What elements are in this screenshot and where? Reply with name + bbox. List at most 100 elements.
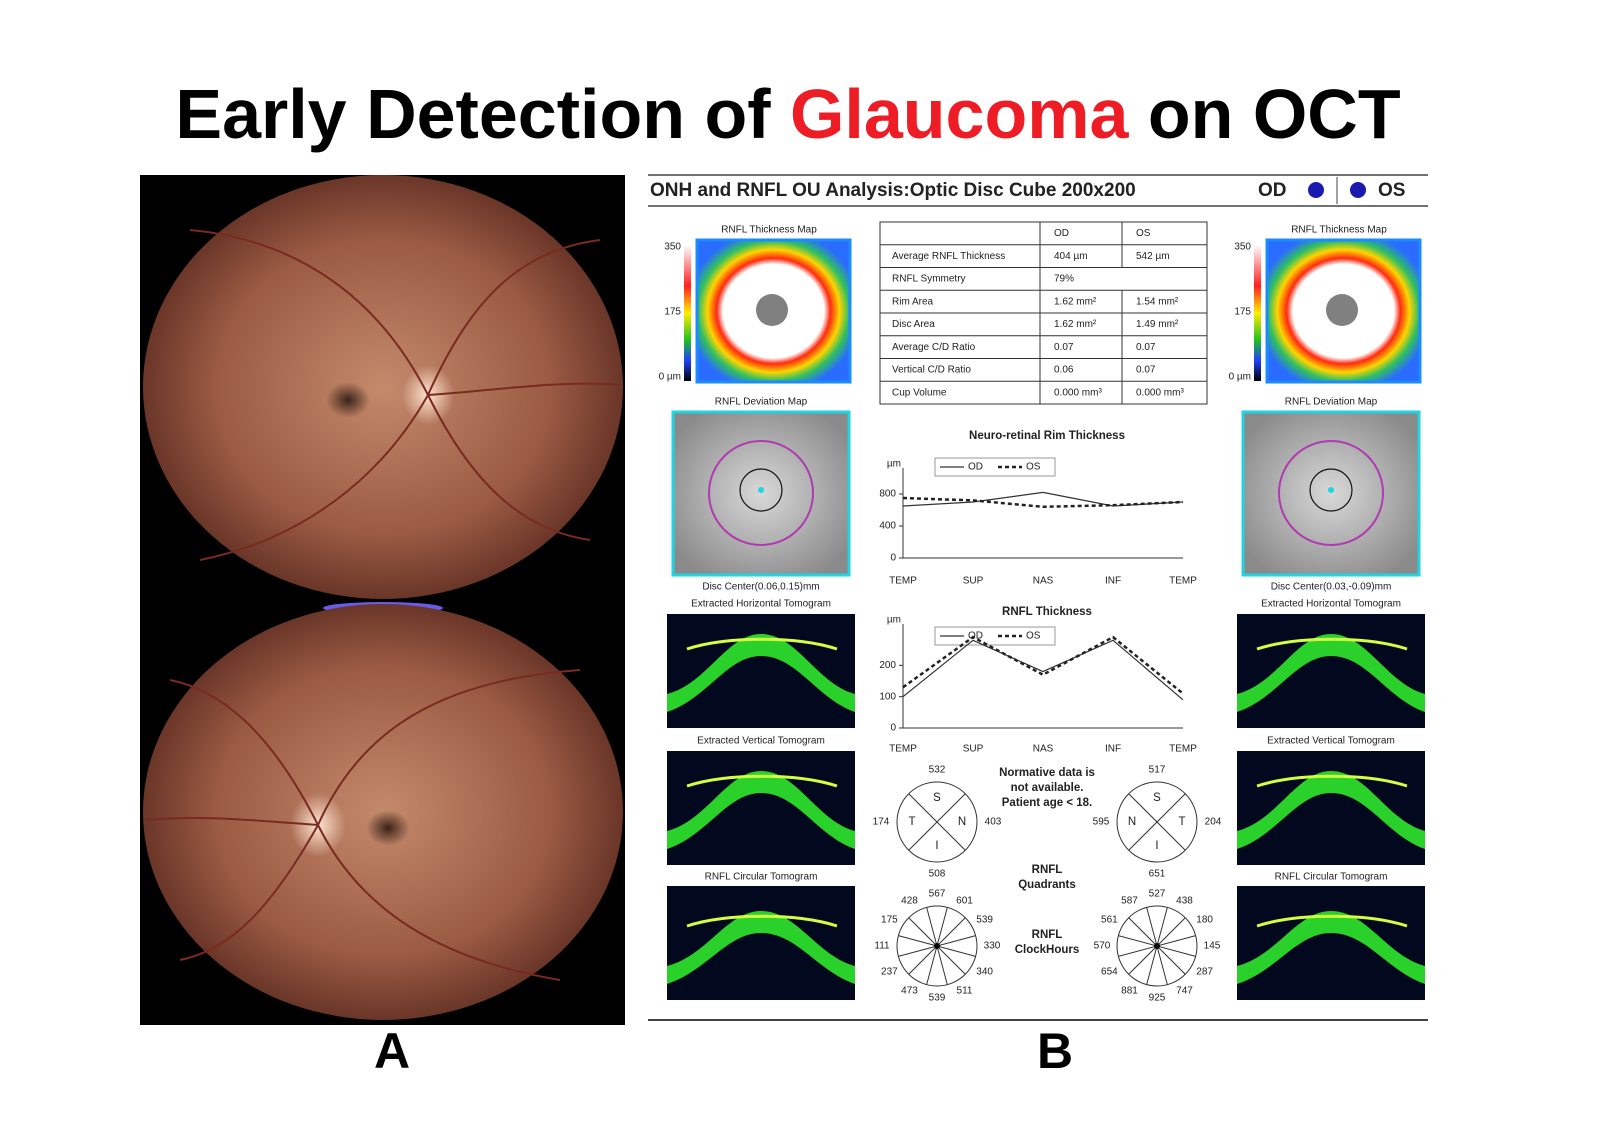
clock-value: 511	[957, 986, 973, 997]
y-tick-label: 100	[879, 691, 896, 702]
quadrant-value: 595	[1093, 817, 1110, 828]
deviation-map	[1241, 410, 1421, 577]
panel-label: B	[1037, 1023, 1073, 1079]
x-tick-label: TEMP	[889, 744, 917, 755]
table-cell: 1.49 mm²	[1136, 319, 1179, 330]
y-label: µm	[887, 459, 901, 470]
clock-value: 473	[901, 986, 918, 997]
map-title: RNFL Thickness Map	[1291, 225, 1387, 236]
tomogram	[667, 886, 855, 1000]
legend-box	[934, 457, 1056, 477]
tomogram-layer	[686, 914, 838, 928]
quadrant-letter: N	[958, 816, 966, 828]
table-cell: 404 µm	[1054, 251, 1088, 262]
table-cell: 0.000 mm³	[1136, 387, 1184, 398]
y-tick-label: 0	[890, 553, 896, 564]
legend-label: OS	[1026, 462, 1041, 473]
title-text: on OCT	[1128, 75, 1400, 153]
clock-value: 428	[901, 896, 918, 907]
x-tick-label: TEMP	[1169, 744, 1197, 755]
table-cell: 0.07	[1136, 365, 1156, 376]
y-tick-label: 200	[879, 660, 896, 671]
tomogram-title: Extracted Horizontal Tomogram	[691, 599, 831, 610]
quadrant-letter: T	[908, 816, 915, 828]
disc-ring	[708, 440, 814, 546]
clock-value: 601	[956, 896, 973, 907]
disc-center	[1328, 487, 1334, 493]
table-cell: 542 µm	[1136, 251, 1170, 262]
table-cell: Disc Area	[892, 319, 935, 330]
clock-value: 145	[1204, 941, 1221, 952]
clock-value: 567	[929, 889, 946, 900]
diagram-label: RNFL	[1032, 864, 1063, 876]
title-highlight: Glaucoma	[790, 75, 1130, 153]
table-cell: Average RNFL Thickness	[892, 251, 1005, 262]
table-cell: 0.07	[1054, 342, 1074, 353]
os-label: OS	[1378, 180, 1405, 201]
x-tick-label: INF	[1105, 744, 1121, 755]
clock-value: 287	[1196, 967, 1213, 978]
series-line	[902, 639, 1184, 701]
table-cell: Vertical C/D Ratio	[892, 365, 971, 376]
clock-value: 570	[1094, 941, 1111, 952]
legend-label: OD	[968, 462, 983, 473]
scale-label: 175	[664, 307, 681, 318]
tomogram-layer	[1237, 771, 1425, 849]
scale-label: 0 µm	[1229, 372, 1251, 383]
quadrant-value: 651	[1149, 869, 1166, 880]
tomogram-layer	[1256, 914, 1408, 928]
x-tick-label: SUP	[963, 576, 984, 587]
quadrant-letter: I	[935, 840, 938, 852]
clock-center	[934, 943, 940, 949]
tomogram-layer	[667, 911, 855, 984]
scale-label: 0 µm	[659, 372, 681, 383]
disc-ring	[1278, 440, 1384, 546]
y-tick-label: 800	[879, 489, 896, 500]
clock-value: 180	[1196, 915, 1213, 926]
clock-value: 654	[1101, 967, 1118, 978]
disc-outline	[739, 468, 783, 512]
tomogram-layer	[686, 774, 838, 788]
panel-label: A	[374, 1023, 410, 1079]
clock-value: 539	[976, 915, 993, 926]
quadrant-divider	[908, 793, 966, 851]
x-tick-label: TEMP	[1169, 576, 1197, 587]
y-label: µm	[887, 615, 901, 626]
tomogram	[1237, 751, 1425, 865]
disc-center	[758, 487, 764, 493]
table-cell: 1.54 mm²	[1136, 296, 1179, 307]
tomogram-title: RNFL Circular Tomogram	[705, 872, 818, 883]
quadrant-letter: T	[1178, 816, 1185, 828]
clock-value: 925	[1149, 993, 1166, 1004]
x-tick-label: TEMP	[889, 576, 917, 587]
table-cell: 0.06	[1054, 365, 1074, 376]
tomogram-title: Extracted Vertical Tomogram	[1267, 736, 1395, 747]
deviation-map	[671, 410, 851, 577]
clock-value: 330	[984, 941, 1001, 952]
table-cell: 1.62 mm²	[1054, 319, 1097, 330]
clock-value: 340	[976, 967, 993, 978]
od-label: OD	[1258, 180, 1287, 201]
tomogram-title: Extracted Horizontal Tomogram	[1261, 599, 1401, 610]
note: not available.	[1011, 782, 1084, 794]
scale-label: 350	[664, 242, 681, 253]
scale-label: 350	[1234, 242, 1251, 253]
quadrant-letter: S	[1153, 792, 1161, 804]
tomogram-layer	[1256, 774, 1408, 788]
clock-value: 527	[1149, 889, 1166, 900]
scale-label: 175	[1234, 307, 1251, 318]
quadrant-value: 403	[985, 817, 1002, 828]
chart-title: RNFL Thickness	[1002, 606, 1092, 618]
clock-value: 175	[881, 915, 898, 926]
diagram-label: RNFL	[1032, 929, 1063, 941]
quadrant-letter: I	[1155, 840, 1158, 852]
tomogram-layer	[1237, 634, 1425, 712]
table-cell: OD	[1054, 228, 1069, 239]
table-cell: 1.62 mm²	[1054, 296, 1097, 307]
tomogram-layer	[667, 634, 855, 712]
map-title: RNFL Deviation Map	[1285, 397, 1378, 408]
clock-value: 539	[929, 993, 946, 1004]
tomogram	[1237, 886, 1425, 1000]
map-title: RNFL Thickness Map	[721, 225, 817, 236]
